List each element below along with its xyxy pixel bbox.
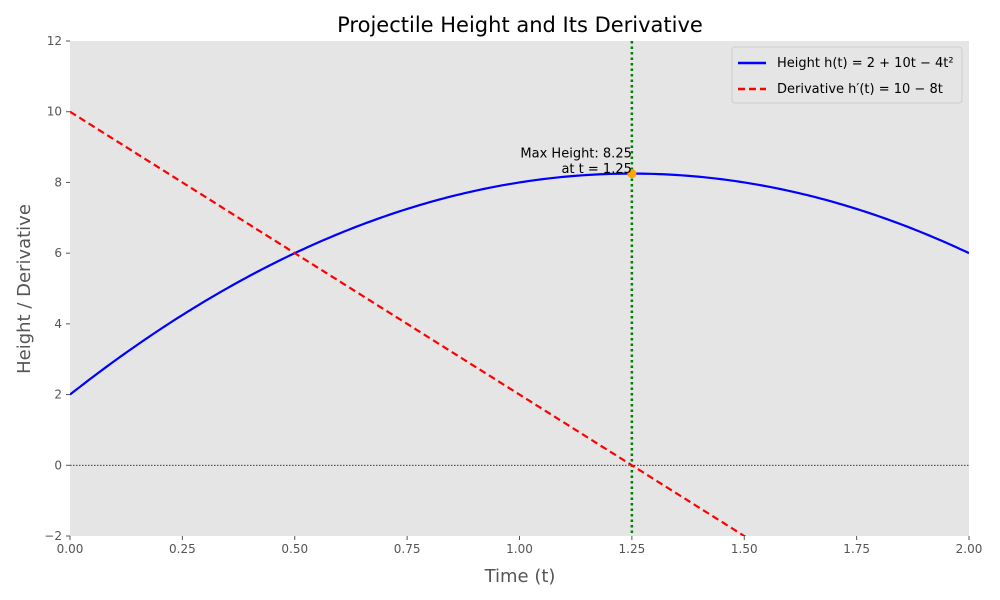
derivative-line [70, 110, 747, 536]
max-annotation-line2: at t = 1.25 [561, 162, 631, 177]
legend-item-derivative: Derivative h′(t) = 10 − 8t [738, 82, 943, 97]
legend-label-height: Height h(t) = 2 + 10t − 4t² [777, 56, 954, 71]
chart-title: Projectile Height and Its Derivative [337, 13, 703, 37]
x-tick-label: 0.75 [394, 542, 421, 556]
x-tick-label: 2.00 [956, 542, 983, 556]
y-tick-label: 2 [54, 388, 62, 402]
x-tick-label: 1.25 [619, 542, 646, 556]
x-tick-label: 1.50 [731, 542, 758, 556]
y-axis-label: Height / Derivative [14, 204, 35, 374]
max-height-point [627, 169, 637, 179]
x-axis-label: Time (t) [484, 566, 556, 587]
x-tick-label: 0.00 [57, 542, 84, 556]
y-tick-label: 10 [47, 105, 62, 119]
legend-label-derivative: Derivative h′(t) = 10 − 8t [777, 82, 943, 97]
x-tick-label: 0.50 [281, 542, 308, 556]
reference-lines [70, 41, 969, 536]
y-tick-label: 4 [54, 317, 62, 331]
legend-box [731, 46, 963, 104]
y-tick-label: 6 [54, 246, 62, 260]
y-tick-label: 8 [54, 175, 62, 189]
x-tick-label: 1.00 [506, 542, 533, 556]
height-curve [70, 172, 969, 396]
y-tick-label: −2 [44, 529, 62, 543]
y-tick-label: 0 [54, 458, 62, 472]
y-axis: −2 0 2 4 6 8 10 12 [44, 34, 70, 543]
y-tick-label: 12 [47, 34, 62, 48]
x-axis: 0.00 0.25 0.50 0.75 1.00 1.25 1.50 1.75 2.00 [57, 536, 983, 556]
max-annotation-line1: Max Height: 8.25 [520, 147, 631, 162]
x-tick-label: 1.75 [843, 542, 870, 556]
legend: Height h(t) = 2 + 10t − 4t² Derivative h… [731, 46, 963, 104]
series-group [70, 110, 969, 536]
plot-area [70, 41, 969, 536]
legend-item-height: Height h(t) = 2 + 10t − 4t² [738, 56, 954, 71]
x-tick-label: 0.25 [169, 542, 196, 556]
